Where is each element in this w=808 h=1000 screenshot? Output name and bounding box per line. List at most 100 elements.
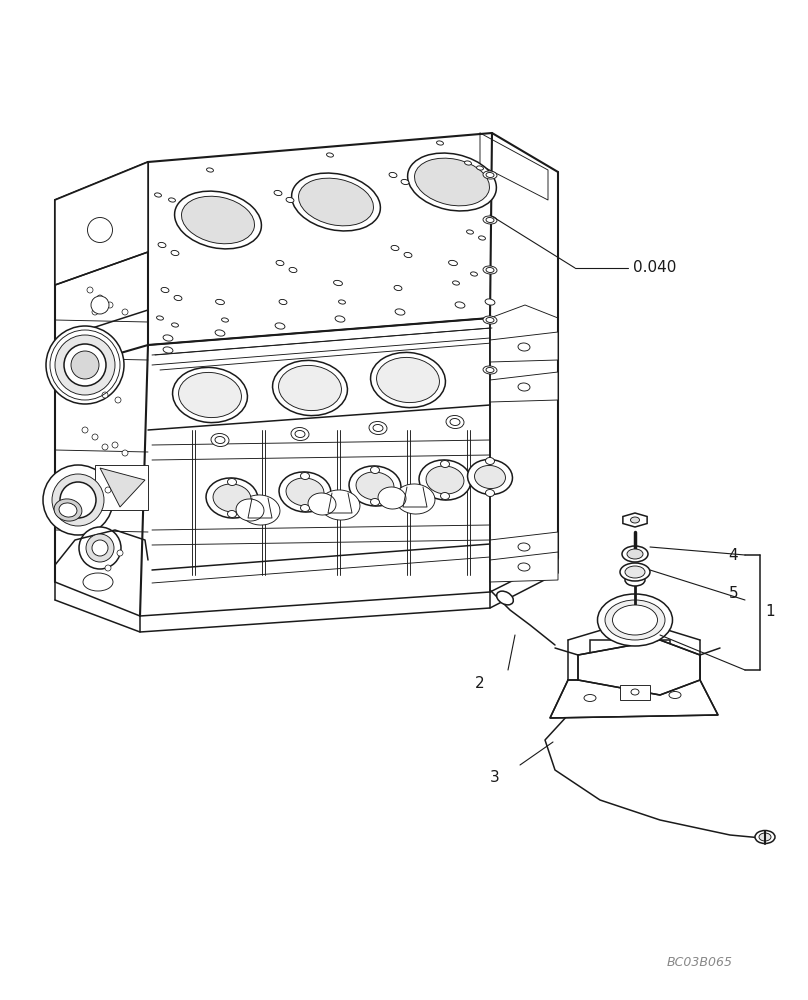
Ellipse shape xyxy=(465,161,471,165)
Ellipse shape xyxy=(240,495,280,525)
Ellipse shape xyxy=(107,302,113,308)
Ellipse shape xyxy=(759,833,771,841)
Ellipse shape xyxy=(407,153,496,211)
Ellipse shape xyxy=(301,472,309,480)
Ellipse shape xyxy=(163,335,173,341)
Polygon shape xyxy=(148,133,492,345)
Polygon shape xyxy=(490,372,558,402)
Ellipse shape xyxy=(272,360,347,416)
Ellipse shape xyxy=(485,299,495,305)
Ellipse shape xyxy=(625,574,645,586)
Ellipse shape xyxy=(215,436,225,444)
Ellipse shape xyxy=(112,442,118,448)
Ellipse shape xyxy=(54,499,82,521)
Ellipse shape xyxy=(371,352,445,408)
Ellipse shape xyxy=(625,566,645,578)
Ellipse shape xyxy=(91,296,109,314)
Ellipse shape xyxy=(115,397,121,403)
Ellipse shape xyxy=(518,563,530,571)
Ellipse shape xyxy=(470,272,478,276)
Ellipse shape xyxy=(401,179,409,185)
Ellipse shape xyxy=(161,287,169,293)
Ellipse shape xyxy=(117,550,123,556)
Ellipse shape xyxy=(279,472,331,512)
Polygon shape xyxy=(140,318,490,616)
Ellipse shape xyxy=(415,158,490,206)
Ellipse shape xyxy=(356,472,394,500)
Ellipse shape xyxy=(440,460,449,468)
Ellipse shape xyxy=(157,316,163,320)
Ellipse shape xyxy=(206,478,258,518)
Ellipse shape xyxy=(52,474,104,526)
Ellipse shape xyxy=(477,166,483,170)
Ellipse shape xyxy=(518,343,530,351)
Ellipse shape xyxy=(60,482,96,518)
Ellipse shape xyxy=(394,285,402,291)
Ellipse shape xyxy=(450,418,460,426)
Ellipse shape xyxy=(404,252,412,258)
Ellipse shape xyxy=(83,573,113,591)
Ellipse shape xyxy=(486,489,494,497)
Polygon shape xyxy=(55,345,148,616)
Ellipse shape xyxy=(486,367,494,373)
Ellipse shape xyxy=(371,498,380,506)
Text: 3: 3 xyxy=(490,770,500,786)
Polygon shape xyxy=(590,640,670,680)
Ellipse shape xyxy=(216,299,225,305)
Ellipse shape xyxy=(92,309,98,315)
Polygon shape xyxy=(490,332,558,362)
Ellipse shape xyxy=(349,466,401,506)
Ellipse shape xyxy=(452,281,460,285)
Ellipse shape xyxy=(171,250,179,256)
Ellipse shape xyxy=(97,295,103,301)
Ellipse shape xyxy=(291,427,309,441)
Ellipse shape xyxy=(446,415,464,429)
Polygon shape xyxy=(490,552,558,582)
Ellipse shape xyxy=(622,546,648,562)
Ellipse shape xyxy=(483,316,497,324)
Ellipse shape xyxy=(620,563,650,581)
Ellipse shape xyxy=(395,309,405,315)
Ellipse shape xyxy=(436,141,444,145)
Ellipse shape xyxy=(179,372,242,418)
Ellipse shape xyxy=(335,316,345,322)
Ellipse shape xyxy=(82,427,88,433)
Ellipse shape xyxy=(630,517,639,523)
Ellipse shape xyxy=(320,490,360,520)
Ellipse shape xyxy=(426,466,464,494)
Ellipse shape xyxy=(215,330,225,336)
Ellipse shape xyxy=(174,295,182,301)
Ellipse shape xyxy=(389,172,397,178)
Ellipse shape xyxy=(274,190,282,196)
Ellipse shape xyxy=(466,230,473,234)
Ellipse shape xyxy=(474,465,506,489)
Ellipse shape xyxy=(518,543,530,551)
Ellipse shape xyxy=(755,830,775,844)
Ellipse shape xyxy=(228,478,237,486)
Ellipse shape xyxy=(518,383,530,391)
Ellipse shape xyxy=(122,309,128,315)
Ellipse shape xyxy=(308,493,336,515)
Ellipse shape xyxy=(92,540,108,556)
Ellipse shape xyxy=(378,487,406,509)
Polygon shape xyxy=(55,162,148,372)
Ellipse shape xyxy=(221,318,229,322)
Polygon shape xyxy=(55,162,148,285)
Ellipse shape xyxy=(92,434,98,440)
Ellipse shape xyxy=(207,168,213,172)
Ellipse shape xyxy=(64,344,106,386)
Ellipse shape xyxy=(298,178,373,226)
Ellipse shape xyxy=(486,317,494,323)
Ellipse shape xyxy=(102,392,108,398)
Ellipse shape xyxy=(173,367,247,423)
Text: 0.040: 0.040 xyxy=(633,260,676,275)
Ellipse shape xyxy=(87,218,112,242)
Ellipse shape xyxy=(59,503,77,517)
Ellipse shape xyxy=(584,694,596,702)
Ellipse shape xyxy=(597,594,672,646)
Ellipse shape xyxy=(275,323,285,329)
Ellipse shape xyxy=(295,430,305,438)
Polygon shape xyxy=(100,468,145,507)
Ellipse shape xyxy=(483,366,497,374)
Text: 2: 2 xyxy=(475,676,485,690)
